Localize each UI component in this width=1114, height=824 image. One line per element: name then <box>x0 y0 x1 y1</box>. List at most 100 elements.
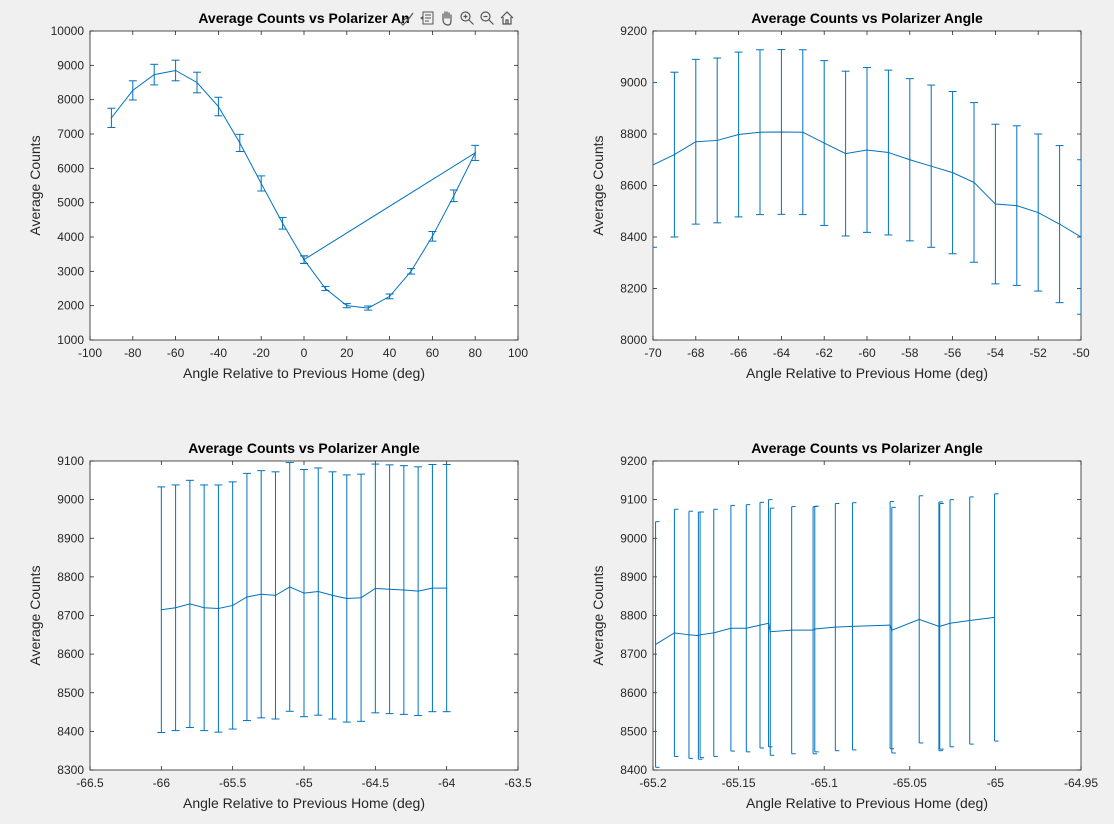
data-point <box>189 603 191 605</box>
data-point <box>1037 211 1039 214</box>
datatip-icon[interactable] <box>418 8 436 28</box>
x-tick-label: -80 <box>124 346 142 360</box>
data-point <box>851 625 854 627</box>
x-tick-label: -64.5 <box>362 776 390 790</box>
data-point <box>346 305 348 307</box>
data-point <box>866 149 868 151</box>
data-point <box>791 629 793 631</box>
chart-title: Average Counts vs Polarizer Angle <box>188 440 420 456</box>
x-tick-label: -60 <box>167 346 185 360</box>
x-tick-label: -70 <box>644 346 662 360</box>
x-tick-label: 100 <box>508 346 528 360</box>
y-tick-label: 9000 <box>620 76 647 90</box>
x-tick-label: -20 <box>253 346 271 360</box>
zoom-in-icon[interactable] <box>458 8 476 28</box>
data-point <box>389 295 391 297</box>
data-point <box>952 172 954 174</box>
data-series <box>107 59 480 311</box>
y-axis-label: Average Counts <box>590 135 606 235</box>
x-tick-label: -100 <box>78 346 102 360</box>
chart-4: -65.2 -65.15 -65.1 -65.05 -65 -64.95 8400 8500 8… <box>590 440 1098 811</box>
x-tick-label: 60 <box>426 346 440 360</box>
x-tick-label: -65.2 <box>639 776 667 790</box>
axes-toolbar <box>398 8 516 28</box>
y-tick-label: 9200 <box>620 454 647 468</box>
x-axis-label: Angle Relative to Previous Home (deg) <box>183 795 425 811</box>
data-point <box>759 624 761 626</box>
data-point <box>973 181 975 184</box>
data-point <box>1016 204 1018 207</box>
data-point <box>887 151 890 154</box>
data-point <box>217 607 219 610</box>
chart-title: Average Counts vs Polarizer Angle <box>751 10 983 26</box>
data-point <box>716 139 718 142</box>
y-tick-label: 9100 <box>620 493 647 507</box>
data-point <box>246 596 248 598</box>
chart-2: -70 -68 -66 -64 -62 -60 -58 -56 -54 -52 -50 8000 820… <box>590 10 1090 381</box>
data-point <box>331 594 334 597</box>
data-point <box>374 587 376 590</box>
x-tick-label: -54 <box>987 346 1005 360</box>
x-tick-label: -64.95 <box>1064 776 1098 790</box>
pan-hand-icon[interactable] <box>438 8 456 28</box>
data-point <box>759 131 761 133</box>
x-tick-label: -66 <box>730 346 748 360</box>
y-tick-label: 8800 <box>620 609 647 623</box>
x-tick-label: -66 <box>153 776 171 790</box>
y-tick-label: 2000 <box>57 299 84 313</box>
y-tick-label: 8400 <box>620 230 647 244</box>
y-tick-label: 8800 <box>57 570 84 584</box>
data-point <box>175 69 177 72</box>
data-point <box>699 634 701 636</box>
data-point <box>738 133 740 136</box>
chart-3: -66.5 -66 -65.5 -65 -64.5 -64 -63.5 8300 8400 850… <box>27 440 532 811</box>
data-point <box>282 222 284 224</box>
data-point <box>969 619 971 622</box>
x-tick-label: -62 <box>816 346 834 360</box>
axes-box <box>89 30 519 341</box>
chart-title: Average Counts vs Polarizer Angle <box>751 440 983 456</box>
x-tick-label: 80 <box>469 346 483 360</box>
y-tick-label: 8500 <box>620 724 647 738</box>
data-point <box>303 259 305 261</box>
data-point <box>303 592 305 594</box>
y-tick-label: 1000 <box>57 333 84 347</box>
y-tick-label: 8900 <box>57 531 84 545</box>
x-tick-label: -66.5 <box>76 776 104 790</box>
data-point <box>274 594 277 597</box>
y-tick-label: 8900 <box>620 570 647 584</box>
home-icon[interactable] <box>498 8 516 28</box>
data-point <box>918 618 920 620</box>
y-axis-label: Average Counts <box>590 565 606 665</box>
data-point <box>994 203 997 205</box>
y-tick-label: 7000 <box>57 127 84 141</box>
data-point <box>673 154 676 156</box>
brush-icon[interactable] <box>398 8 416 28</box>
x-tick-label: -65.05 <box>893 776 927 790</box>
x-tick-label: 0 <box>301 346 308 360</box>
y-tick-label: 8400 <box>620 763 647 777</box>
y-tick-label: 8700 <box>620 647 647 661</box>
x-axis-label: Angle Relative to Previous Home (deg) <box>183 365 425 381</box>
data-point <box>845 152 847 155</box>
y-tick-label: 6000 <box>57 161 84 175</box>
y-tick-label: 8600 <box>57 647 84 661</box>
zoom-out-icon[interactable] <box>478 8 496 28</box>
axes-box <box>652 460 1082 771</box>
data-point <box>431 587 433 589</box>
data-point <box>891 629 893 631</box>
data-point <box>1059 223 1061 225</box>
x-axis-label: Angle Relative to Previous Home (deg) <box>746 365 988 381</box>
data-point <box>346 597 348 600</box>
x-tick-label: -60 <box>858 346 876 360</box>
data-point <box>834 626 836 628</box>
y-axis-label: Average Counts <box>27 565 43 665</box>
y-tick-label: 10000 <box>51 24 85 38</box>
x-tick-label: -65.15 <box>722 776 756 790</box>
data-point <box>453 195 455 197</box>
x-tick-label: -65 <box>295 776 313 790</box>
data-point <box>730 627 732 629</box>
data-series <box>654 493 999 768</box>
data-point <box>654 643 657 646</box>
data-point <box>993 616 996 619</box>
